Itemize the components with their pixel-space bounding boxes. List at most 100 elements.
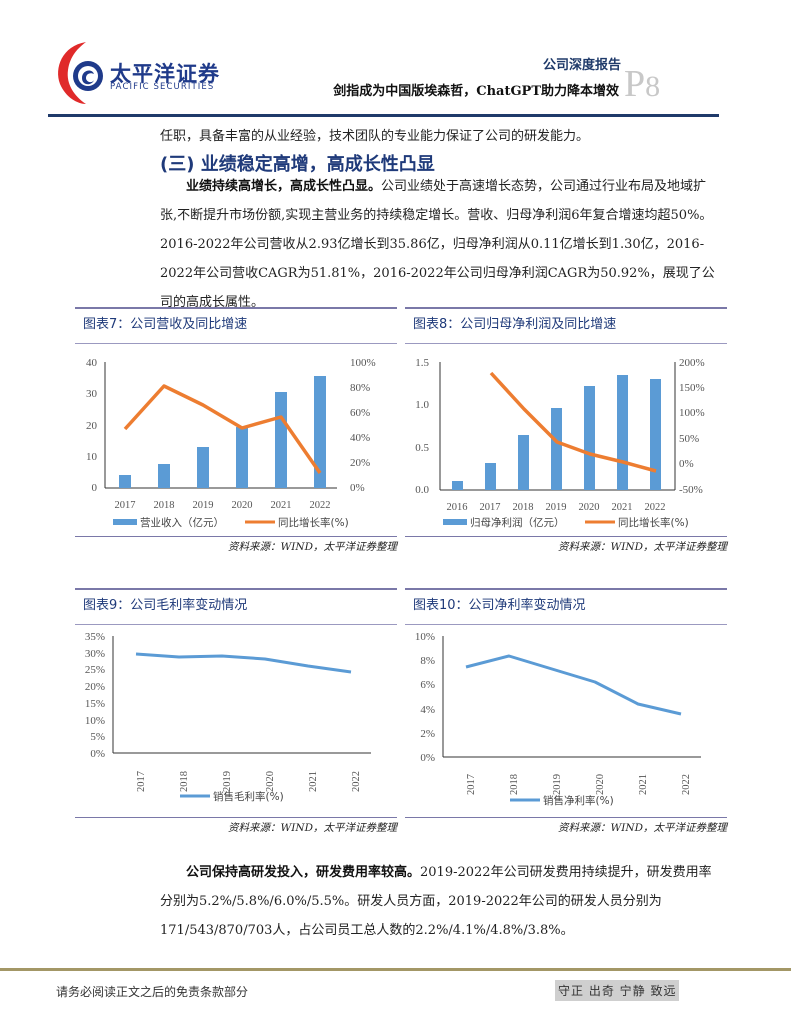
- svg-text:100%: 100%: [350, 357, 376, 369]
- footer-rule: [0, 968, 791, 971]
- svg-text:10: 10: [86, 451, 98, 463]
- svg-text:2018: 2018: [513, 502, 534, 513]
- header-rule: [48, 114, 719, 117]
- svg-text:2022: 2022: [351, 771, 362, 792]
- figure-10-title: 图表10：公司净利率变动情况: [413, 598, 586, 613]
- figure-7-panel: 图表7：公司营收及同比增速 40 30 20 10 0 100% 80% 60% 40% 20%…: [75, 307, 397, 555]
- svg-text:2022: 2022: [645, 502, 666, 513]
- svg-text:2017: 2017: [136, 771, 147, 792]
- svg-text:0%: 0%: [350, 482, 365, 494]
- svg-text:2020: 2020: [595, 774, 606, 795]
- svg-text:2017: 2017: [480, 502, 501, 513]
- svg-text:2018: 2018: [509, 774, 520, 795]
- paragraph-body: 2019-2022年公司研发费用持续提升，研发费用率分别为5.2%/5.8%/6…: [160, 865, 712, 938]
- svg-text:25%: 25%: [85, 664, 105, 676]
- svg-text:2021: 2021: [271, 500, 292, 511]
- svg-text:10%: 10%: [85, 715, 105, 727]
- figure-8-title: 图表8：公司归母净利润及同比增速: [413, 317, 617, 332]
- svg-text:5%: 5%: [90, 731, 105, 743]
- figure-9-source: 资料来源：WIND，太平洋证券整理: [227, 822, 397, 834]
- footer-disclaimer: 请务必阅读正文之后的免责条款部分: [56, 985, 249, 999]
- svg-text:2019: 2019: [552, 774, 563, 795]
- svg-text:2022: 2022: [310, 500, 331, 511]
- svg-text:40: 40: [86, 357, 98, 369]
- svg-text:10%: 10%: [415, 632, 435, 643]
- figure-9-title: 图表9：公司毛利率变动情况: [83, 598, 248, 613]
- figure-10-chart: 10% 8% 6% 4% 2% 0% 2017 2018 2019 2020 2021 2…: [415, 632, 701, 807]
- svg-text:-50%: -50%: [679, 484, 703, 496]
- svg-text:20%: 20%: [85, 681, 105, 693]
- page-number: P8: [624, 62, 660, 106]
- svg-text:30: 30: [86, 388, 98, 400]
- svg-text:40%: 40%: [350, 432, 370, 444]
- footer-motto: 守正 出奇 宁静 致远: [555, 980, 680, 1001]
- svg-text:1.0: 1.0: [415, 399, 429, 411]
- logo-chinese-name: 太平洋证券: [110, 62, 220, 86]
- svg-text:2019: 2019: [546, 502, 567, 513]
- svg-text:1.5: 1.5: [415, 357, 429, 369]
- logo-english-name: PACIFIC SECURITIES: [110, 82, 215, 92]
- figure-8-source: 资料来源：WIND，太平洋证券整理: [557, 541, 727, 553]
- svg-text:80%: 80%: [350, 382, 370, 394]
- figure-7-title: 图表7：公司营收及同比增速: [83, 317, 248, 332]
- svg-text:4%: 4%: [420, 704, 435, 716]
- svg-text:2016: 2016: [447, 502, 468, 513]
- section-heading: (三) 业绩稳定高增，高成长性凸显: [160, 154, 435, 175]
- paragraph-rnd: 公司保持高研发投入，研发费用率较高。2019-2022年公司研发费用持续提升，研…: [160, 858, 720, 945]
- figure-9-chart: 35% 30% 25% 20% 15% 10% 5% 0% 2017 2018 2019 20…: [85, 632, 371, 803]
- svg-text:0: 0: [92, 482, 98, 494]
- svg-text:35%: 35%: [85, 632, 105, 643]
- legend-growth: 同比增长率(%): [618, 516, 689, 529]
- intro-line: 任职，具备丰富的从业经验，技术团队的专业能力保证了公司的研发能力。: [160, 129, 590, 144]
- svg-text:2022: 2022: [681, 774, 692, 795]
- svg-text:100%: 100%: [679, 407, 705, 419]
- figure-8-chart: 1.5 1.0 0.5 0.0 200% 150% 100% 50% 0% -50% 2016 2…: [415, 357, 705, 529]
- page-prefix: P: [624, 63, 646, 105]
- legend-net-profit: 归母净利润（亿元）: [470, 516, 565, 529]
- svg-text:2021: 2021: [612, 502, 633, 513]
- svg-text:20: 20: [86, 420, 98, 432]
- figure-9-panel: 图表9：公司毛利率变动情况 35% 30% 25% 20% 15% 10% 5% 0% 201…: [75, 588, 397, 836]
- svg-text:0.5: 0.5: [415, 442, 429, 454]
- svg-text:15%: 15%: [85, 698, 105, 710]
- svg-text:60%: 60%: [350, 407, 370, 419]
- svg-text:0.0: 0.0: [415, 484, 429, 496]
- svg-text:2020: 2020: [232, 500, 253, 511]
- svg-text:50%: 50%: [679, 433, 699, 445]
- logo-swirl-icon: [58, 42, 103, 104]
- paragraph-performance: 业绩持续高增长，高成长性凸显。公司业绩处于高速增长态势，公司通过行业布局及地域扩…: [160, 172, 720, 317]
- legend-net-margin: 销售净利率(%): [543, 794, 614, 807]
- svg-text:20%: 20%: [350, 457, 370, 469]
- svg-text:0%: 0%: [90, 748, 105, 760]
- figure-7-chart: 40 30 20 10 0 100% 80% 60% 40% 20% 0% 2017 2018 201…: [86, 357, 376, 529]
- report-title: 剑指成为中国版埃森哲，ChatGPT助力降本增效: [333, 84, 619, 99]
- svg-text:0%: 0%: [679, 458, 694, 470]
- svg-text:150%: 150%: [679, 382, 705, 394]
- figure-10-panel: 图表10：公司净利率变动情况 10% 8% 6% 4% 2% 0% 2017 2018 2…: [405, 588, 727, 836]
- figure-10-source: 资料来源：WIND，太平洋证券整理: [557, 822, 727, 834]
- svg-text:2017: 2017: [115, 500, 136, 511]
- svg-text:2020: 2020: [265, 771, 276, 792]
- svg-text:6%: 6%: [420, 679, 435, 691]
- page-number-value: 8: [645, 70, 661, 103]
- paragraph-lead: 公司保持高研发投入，研发费用率较高。: [186, 865, 421, 880]
- svg-text:0%: 0%: [420, 752, 435, 764]
- svg-text:2%: 2%: [420, 728, 435, 740]
- svg-text:2021: 2021: [638, 774, 649, 795]
- svg-text:2017: 2017: [466, 774, 477, 795]
- paragraph-body: 公司业绩处于高速增长态势，公司通过行业布局及地域扩张,不断提升市场份额,实现主营…: [160, 179, 715, 310]
- svg-text:8%: 8%: [420, 655, 435, 667]
- svg-text:200%: 200%: [679, 357, 705, 369]
- figure-8-panel: 图表8：公司归母净利润及同比增速 1.5 1.0 0.5 0.0 200% 150% 10…: [405, 307, 727, 555]
- company-logo: [52, 38, 212, 106]
- legend-growth: 同比增长率(%): [278, 516, 349, 529]
- legend-gross-margin: 销售毛利率(%): [213, 790, 284, 803]
- legend-bar-swatch: [113, 519, 137, 525]
- figure-7-source: 资料来源：WIND，太平洋证券整理: [227, 541, 397, 553]
- svg-text:2021: 2021: [308, 771, 319, 792]
- svg-text:2018: 2018: [154, 500, 175, 511]
- svg-text:30%: 30%: [85, 648, 105, 660]
- svg-text:2019: 2019: [193, 500, 214, 511]
- svg-text:2018: 2018: [179, 771, 190, 792]
- legend-revenue: 营业收入（亿元）: [140, 516, 224, 529]
